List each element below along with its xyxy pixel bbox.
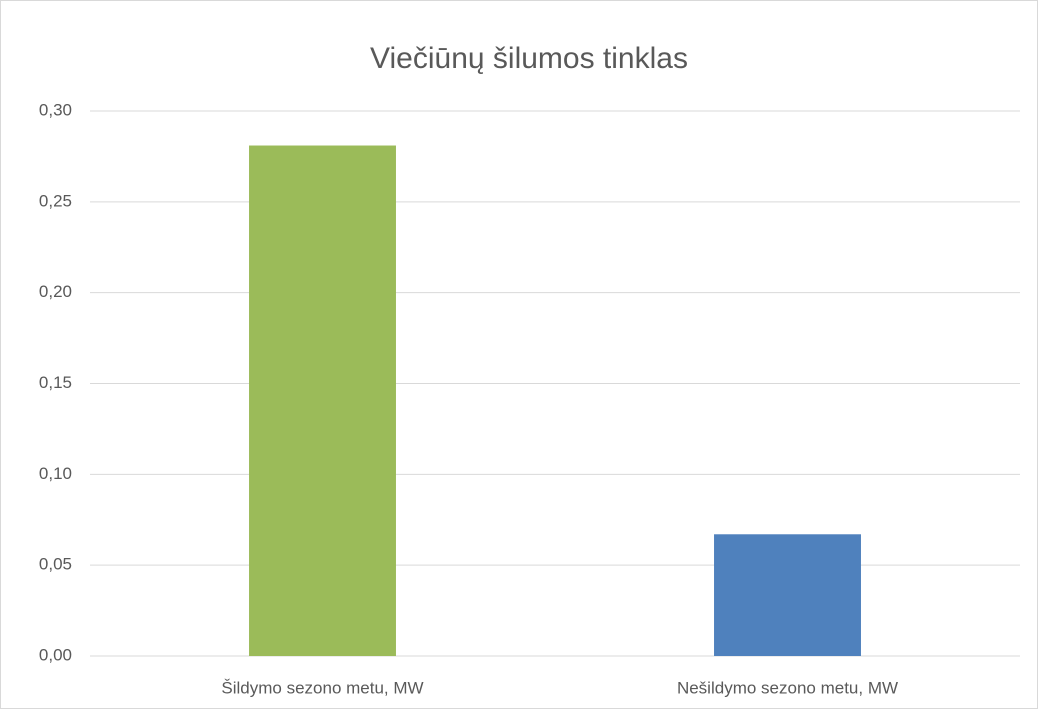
y-tick-label: 0,10 <box>39 464 72 483</box>
bar <box>714 534 861 656</box>
y-tick-label: 0,15 <box>39 373 72 392</box>
x-tick-label: Šildymo sezono metu, MW <box>221 678 423 697</box>
bar <box>249 145 396 656</box>
y-tick-label: 0,05 <box>39 555 72 574</box>
y-tick-label: 0,20 <box>39 282 72 301</box>
x-tick-label: Nešildymo sezono metu, MW <box>677 678 898 697</box>
y-tick-label: 0,00 <box>39 645 72 664</box>
y-tick-label: 0,30 <box>39 100 72 119</box>
chart-title: Viečiūnų šilumos tinklas <box>370 42 688 75</box>
y-tick-label: 0,25 <box>39 191 72 210</box>
